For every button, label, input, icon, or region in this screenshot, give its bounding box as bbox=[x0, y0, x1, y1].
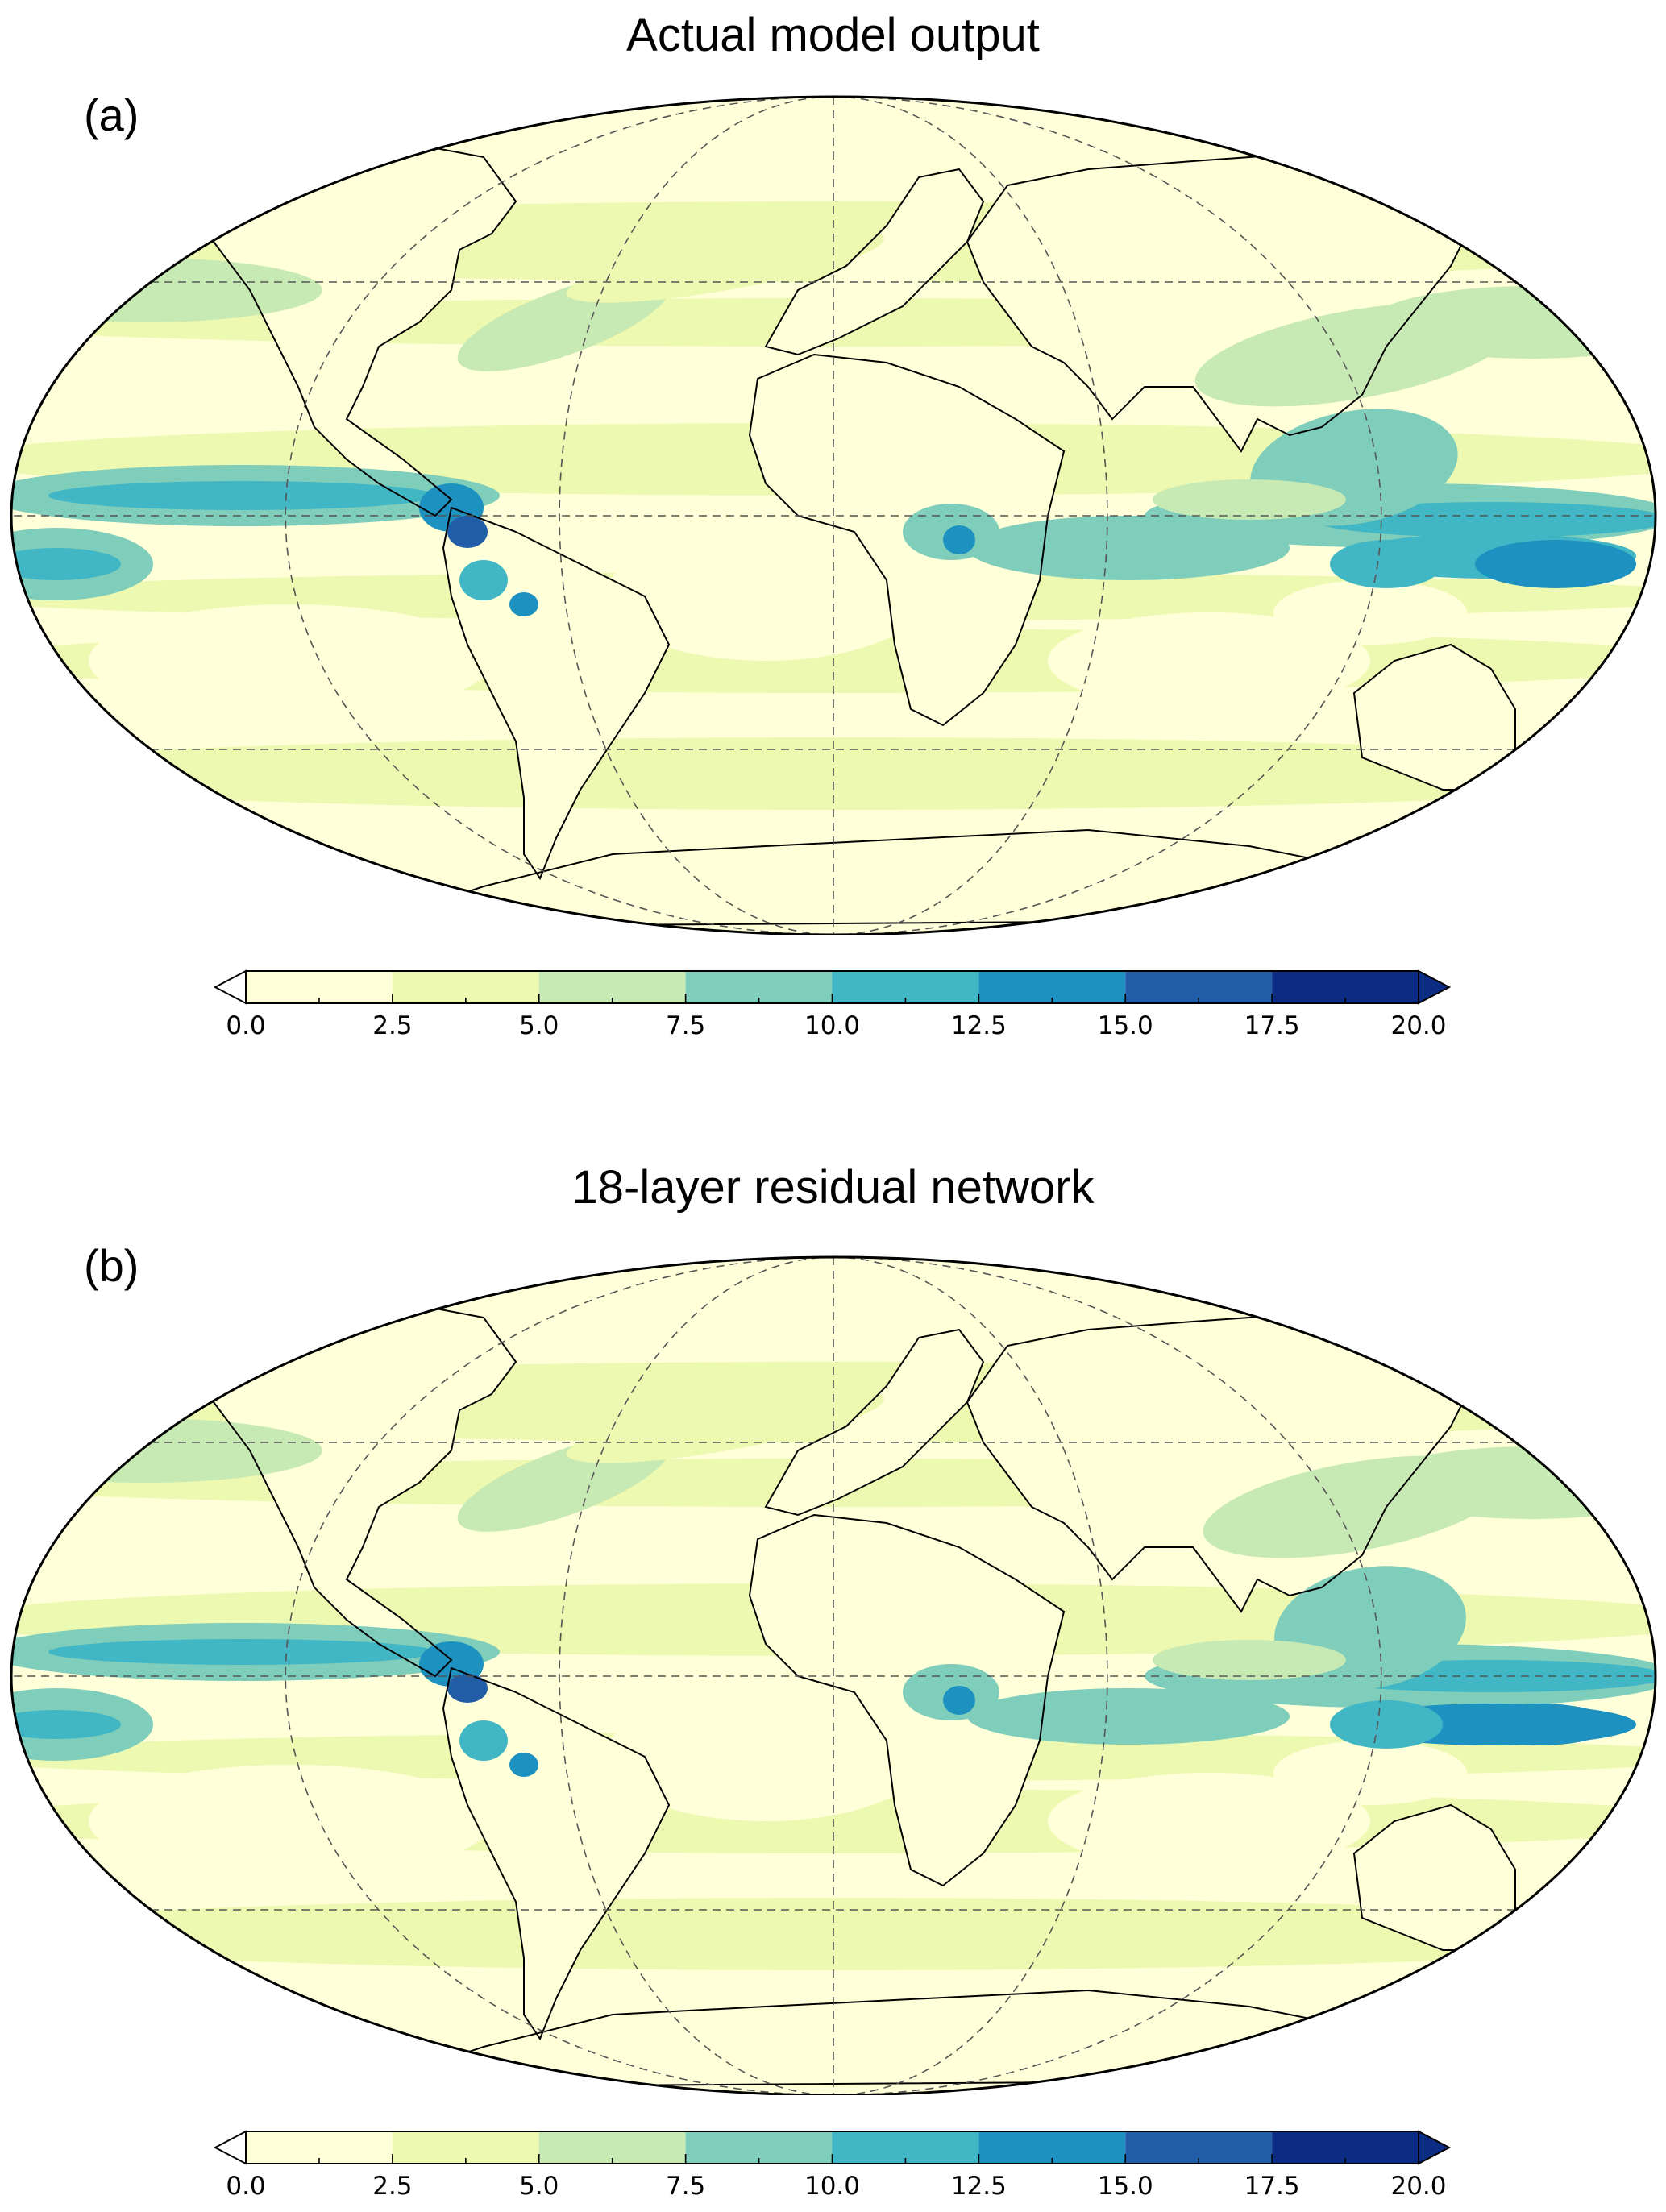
panel-b-precip-patch bbox=[48, 1639, 435, 1665]
panel-b-colorbar-tick-label: 20.0 bbox=[1390, 2172, 1446, 2201]
panel-b-graticule bbox=[11, 1257, 1656, 2095]
panel-b-dry-zone bbox=[1273, 1741, 1467, 1805]
panel-b-colorbar-tick-label: 7.5 bbox=[666, 2172, 705, 2201]
panel-a-colorbar-tick-label: 12.5 bbox=[951, 1011, 1007, 1040]
panel-b-precip-patch bbox=[1153, 1640, 1346, 1680]
panel-a-precip-patch bbox=[509, 592, 538, 616]
panel-a-dry-zone bbox=[89, 604, 492, 717]
panel-b-land-australia bbox=[1354, 1805, 1515, 1950]
panel-a-precip-patch bbox=[459, 560, 508, 600]
panel-a-coastline-southAmerica bbox=[442, 506, 671, 881]
panel-a-colorbar-under-arrow bbox=[213, 969, 247, 1005]
panel-a-dry-zone bbox=[604, 532, 927, 661]
panel-b-land-southAmerica bbox=[443, 1668, 669, 2039]
panel-b-dry-zone bbox=[89, 1765, 492, 1878]
panel-a-precip-patch bbox=[1330, 540, 1443, 588]
panel-b-precip-patch bbox=[459, 1720, 508, 1761]
panel-b-map bbox=[10, 1255, 1657, 2095]
panel-b-coastline-europe bbox=[764, 1328, 985, 1517]
panel-a-land-southAmerica bbox=[443, 508, 669, 878]
panel-b-map-border bbox=[10, 1255, 1657, 2095]
panel-a-precip-patch bbox=[943, 525, 975, 554]
panel-b-precip-patch bbox=[11, 1710, 121, 1739]
panel-b-precip-patch bbox=[447, 1674, 488, 1703]
panel-a-colorbar-tick-label: 5.0 bbox=[519, 1011, 559, 1040]
panel-b-precip-patch bbox=[1467, 1704, 1612, 1745]
panel-b-title: 18-layer residual network bbox=[571, 1161, 1095, 1214]
panel-b-colorbar-tick-label: 12.5 bbox=[951, 2172, 1007, 2201]
panel-b-precip-patch bbox=[566, 1389, 885, 1463]
panel-a-coastline-northAmerica bbox=[201, 143, 517, 517]
panel-b-label: (b) bbox=[84, 1240, 139, 1291]
panel-b-colorbar-over-arrow bbox=[1418, 2130, 1452, 2165]
panel-a-colorbar-tick-label: 17.5 bbox=[1244, 1011, 1300, 1040]
panel-a-colorbar-tick-label: 0.0 bbox=[226, 1011, 265, 1040]
panel-a-colorbar-tick-label: 10.0 bbox=[804, 1011, 860, 1040]
panel-b-dry-zone bbox=[604, 1692, 927, 1821]
panel-a-precip-patch bbox=[1153, 479, 1346, 520]
panel-b-colorbar-tick-label: 10.0 bbox=[804, 2172, 860, 2201]
panel-a-land-australia bbox=[1354, 645, 1515, 790]
panel-b-colorbar-tick-label: 0.0 bbox=[226, 2172, 265, 2201]
panel-b-precip-patch bbox=[1330, 1700, 1443, 1749]
panel-a-title: Actual model output bbox=[626, 9, 1040, 61]
panel-a-precip-patch bbox=[48, 481, 435, 510]
panel-a-coastline-europe bbox=[764, 168, 985, 356]
panel-a-precip-patch bbox=[1475, 540, 1636, 588]
panel-b-colorbar-tick-label: 5.0 bbox=[519, 2172, 559, 2201]
panel-a-precip-patch bbox=[447, 516, 488, 548]
panel-b-coastline-southAmerica bbox=[442, 1666, 671, 2041]
panel-a-meridian-line bbox=[833, 97, 1382, 935]
panel-b-meridian-line bbox=[833, 1257, 1108, 2095]
panel-a-map-border bbox=[10, 95, 1657, 935]
panel-b-precip-patch bbox=[967, 1688, 1290, 1745]
panel-a-colorbar-over-arrow bbox=[1418, 969, 1452, 1005]
panel-a-precip-patch bbox=[566, 229, 885, 303]
panel-a-dry-zone bbox=[1273, 580, 1467, 645]
panel-b-coastline-northAmerica bbox=[201, 1304, 517, 1678]
panel-a-meridian-line bbox=[833, 97, 1108, 935]
panel-a-colorbar: 0.0 2.5 5.0 7.5 10.0 12.5 15.0 17.5 20.0 bbox=[213, 969, 1452, 1040]
panel-a-label: (a) bbox=[84, 89, 139, 140]
panel-b-meridian-line bbox=[285, 1257, 834, 2095]
panel-a-map bbox=[10, 95, 1657, 935]
panel-a-colorbar-tick-label: 20.0 bbox=[1390, 1011, 1446, 1040]
panel-b-land-northAmerica bbox=[201, 1305, 516, 1676]
panel-b-meridian-line bbox=[833, 1257, 1382, 2095]
panel-b-dry-zone bbox=[1048, 1773, 1370, 1870]
panel-a-dry-zone bbox=[1048, 612, 1370, 709]
panel-a-colorbar-tick-label: 15.0 bbox=[1098, 1011, 1153, 1040]
panel-b-precip-patch bbox=[943, 1686, 975, 1715]
panel-a-colorbar-tick-label: 7.5 bbox=[666, 1011, 705, 1040]
panel-a-meridian-line bbox=[559, 97, 834, 935]
panel-a-land-northAmerica bbox=[201, 145, 516, 516]
panel-b-colorbar: 0.0 2.5 5.0 7.5 10.0 12.5 15.0 17.5 20.0 bbox=[213, 2130, 1452, 2201]
panel-b-land-europe bbox=[766, 1330, 983, 1515]
panel-b-colorbar-tick-label: 2.5 bbox=[372, 2172, 412, 2201]
panel-a-precip-patch bbox=[11, 548, 121, 580]
panel-a-meridian-line bbox=[285, 97, 834, 935]
panel-b-colorbar-tick-label: 17.5 bbox=[1244, 2172, 1300, 2201]
panel-b-colorbar-tick-label: 15.0 bbox=[1098, 2172, 1153, 2201]
panel-a-precip-patch bbox=[967, 516, 1290, 580]
panel-a-graticule bbox=[11, 97, 1656, 935]
panel-b-precip-patch bbox=[509, 1753, 538, 1777]
panel-b-meridian-line bbox=[559, 1257, 834, 2095]
panel-b-colorbar-under-arrow bbox=[213, 2130, 247, 2165]
panel-a-colorbar-tick-label: 2.5 bbox=[372, 1011, 412, 1040]
panel-a-land-europe bbox=[766, 169, 983, 355]
